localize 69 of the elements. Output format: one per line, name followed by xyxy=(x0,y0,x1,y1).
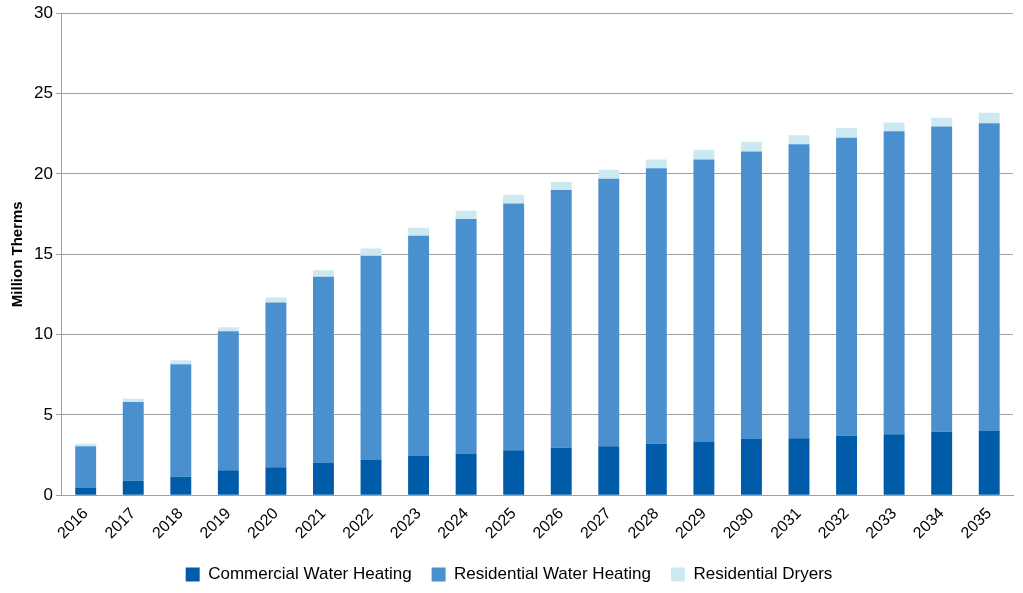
bar xyxy=(313,463,334,495)
bar xyxy=(836,137,858,436)
bar xyxy=(360,459,382,495)
bar xyxy=(408,235,430,456)
bar xyxy=(931,117,953,127)
y-tick-label: 30 xyxy=(33,2,53,22)
bar xyxy=(455,210,477,219)
bar xyxy=(978,123,1000,431)
bar xyxy=(122,398,144,403)
bar xyxy=(978,430,1000,495)
bar xyxy=(217,331,239,471)
bar xyxy=(740,151,762,440)
bar xyxy=(740,141,762,152)
bar xyxy=(693,149,715,160)
bar xyxy=(931,126,953,432)
bar xyxy=(170,360,192,365)
bar xyxy=(313,276,334,464)
y-tick-label: 15 xyxy=(33,243,53,263)
bar xyxy=(740,439,762,495)
y-tick-label: 25 xyxy=(33,83,53,103)
y-tick-label: 10 xyxy=(33,324,53,344)
y-axis-title: Million Therms xyxy=(8,201,26,308)
bar xyxy=(408,455,430,495)
bar xyxy=(503,194,525,204)
bar xyxy=(265,467,287,495)
legend-label: Residential Dryers xyxy=(693,564,833,584)
bar xyxy=(217,327,239,332)
bar xyxy=(75,446,97,489)
bar xyxy=(693,441,715,495)
bar xyxy=(645,168,667,444)
bar xyxy=(455,218,477,454)
bar xyxy=(503,450,525,495)
bar xyxy=(598,169,620,179)
bar xyxy=(503,203,525,451)
bar xyxy=(978,112,1000,124)
bar xyxy=(693,159,715,442)
bar xyxy=(170,364,192,477)
bar xyxy=(360,255,382,460)
bar xyxy=(836,128,858,138)
legend-label: Residential Water Heating xyxy=(454,564,651,584)
bar xyxy=(645,159,667,169)
bar xyxy=(550,447,572,495)
bar xyxy=(360,248,382,256)
legend-label: Commercial Water Heating xyxy=(208,564,412,584)
y-tick-label: 0 xyxy=(43,484,53,504)
bar xyxy=(788,144,810,439)
y-tick-label: 5 xyxy=(43,404,53,424)
bar xyxy=(122,480,144,495)
bar xyxy=(883,434,905,495)
bar xyxy=(170,476,192,495)
bar xyxy=(75,488,97,495)
bar xyxy=(598,446,620,495)
bar xyxy=(122,402,144,481)
bar xyxy=(265,302,287,468)
bar xyxy=(550,189,572,448)
bar xyxy=(883,122,905,132)
bar xyxy=(313,270,334,277)
bar xyxy=(408,227,430,236)
bar xyxy=(217,470,239,495)
bar xyxy=(883,131,905,435)
bar xyxy=(598,178,620,447)
bar xyxy=(645,443,667,495)
bar xyxy=(788,438,810,495)
bar xyxy=(836,435,858,495)
bar xyxy=(931,431,953,495)
bar xyxy=(550,181,572,190)
bar xyxy=(788,135,810,145)
y-tick-label: 20 xyxy=(33,163,53,183)
bar xyxy=(455,453,477,495)
